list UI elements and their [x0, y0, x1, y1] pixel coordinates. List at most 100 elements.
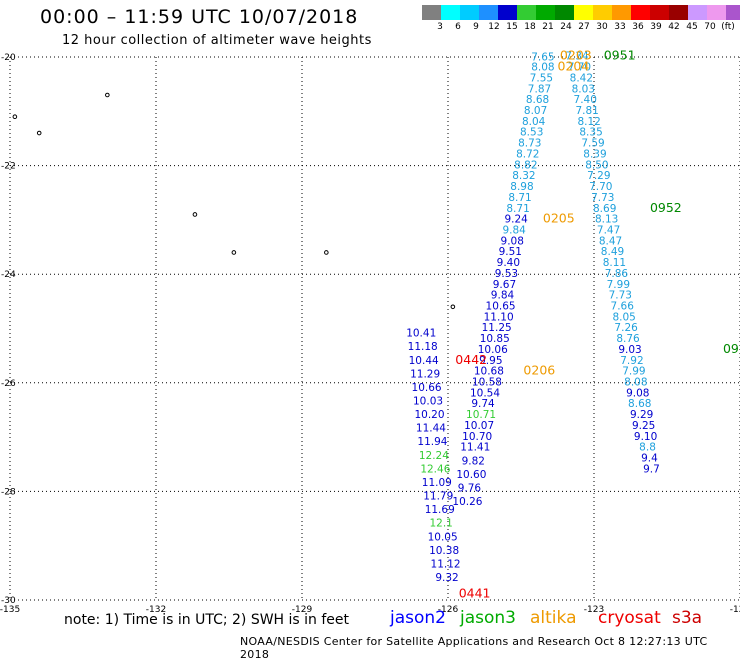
swh-value: 8.08 — [624, 377, 647, 389]
colorbar-cell — [498, 5, 517, 20]
lat-tick-label: -24 — [1, 270, 16, 280]
swh-value: 8.03 — [572, 83, 595, 95]
swh-value: 9.10 — [634, 431, 657, 443]
colorbar-label: 18 — [524, 22, 536, 32]
pass-time-label: 0442 — [455, 352, 487, 367]
swh-value: 7.70 — [589, 181, 612, 193]
swh-value: 8.71 — [506, 203, 529, 215]
swh-value: 8.68 — [628, 398, 651, 410]
island-marker — [450, 304, 456, 310]
swh-value: 10.60 — [456, 469, 486, 481]
swh-value: 7.92 — [620, 355, 643, 367]
colorbar-cell — [631, 5, 650, 20]
swh-value: 9.82 — [462, 455, 485, 467]
swh-value: 10.54 — [470, 387, 500, 399]
island-marker — [12, 114, 18, 120]
lat-tick-label: -20 — [1, 53, 16, 63]
swh-value: 7.65 — [531, 51, 554, 63]
swh-value: 7.66 — [611, 300, 635, 312]
swh-value: 11.41 — [460, 442, 490, 454]
pass-time-label: 0441 — [459, 585, 491, 600]
colorbar-label: 15 — [506, 22, 518, 32]
colorbar-label: 3 — [437, 22, 443, 32]
swh-value: 10.41 — [406, 328, 436, 340]
colorbar-label: (ft) — [721, 22, 735, 32]
pass-time-label: 0951 — [604, 48, 636, 63]
colorbar-cell — [574, 5, 593, 20]
swh-value: 7.87 — [528, 83, 551, 95]
lon-tick-label: -135 — [0, 605, 20, 615]
colorbar-cell — [612, 5, 631, 20]
swh-value: 11.10 — [484, 311, 514, 323]
swh-value: 7.73 — [609, 290, 632, 302]
swh-value: 9.4 — [641, 453, 658, 465]
swh-value: 8.50 — [585, 159, 608, 171]
colorbar-cell — [536, 5, 555, 20]
swh-value: 11.09 — [422, 477, 452, 489]
swh-value: 9.40 — [497, 257, 520, 269]
island-marker — [324, 250, 329, 255]
legend-jason3: jason3 — [460, 608, 516, 628]
swh-value: 8.07 — [524, 105, 547, 117]
swh-value: 9.84 — [491, 290, 515, 302]
swh-value: 11.29 — [410, 368, 440, 380]
page-title: 00:00 – 11:59 UTC 10/07/2018 — [40, 6, 359, 28]
swh-value: 7.26 — [614, 322, 638, 334]
colorbar-cell — [460, 5, 479, 20]
lon-tick-label: -129 — [292, 605, 313, 615]
colorbar-labels: 3 6 9 12 15 18 21 24 27 30 33 36 39 42 45 70 (ft) — [422, 22, 735, 34]
swh-value: 12.1 — [429, 518, 452, 530]
swh-value: 10.05 — [428, 531, 458, 543]
swh-value: 8.04 — [522, 116, 546, 128]
pass-time-label: 0952 — [650, 200, 682, 215]
pass-time-label: 0204 — [558, 59, 590, 74]
swh-value: 8.39 — [583, 148, 606, 160]
swh-value: 11.18 — [408, 341, 438, 353]
swh-value: 10.20 — [414, 409, 444, 421]
swh-value: 7.29 — [587, 170, 610, 182]
swh-value: 11.12 — [431, 558, 461, 570]
swh-value: 8.05 — [612, 311, 635, 323]
swh-value: 9.74 — [471, 398, 495, 410]
footer-note: note: 1) Time is in UTC; 2) SWH is in fe… — [64, 612, 350, 628]
swh-value: 9.53 — [495, 268, 518, 280]
lat-tick-label: -28 — [1, 487, 16, 497]
swh-value: 10.68 — [474, 366, 504, 378]
swh-value: 11.44 — [416, 423, 446, 435]
colorbar-label: 27 — [578, 22, 590, 32]
swh-value: 8.72 — [516, 148, 539, 160]
colorbar-cell — [593, 5, 612, 20]
colorbar-label: 70 — [704, 22, 716, 32]
legend-s3a: s3a — [672, 608, 703, 628]
swh-value: 9.08 — [501, 235, 524, 247]
colorbar-label: 30 — [596, 22, 608, 32]
legend-altika: altika — [530, 608, 577, 628]
swh-value: 7.47 — [597, 224, 620, 236]
swh-value: 10.03 — [413, 396, 443, 408]
swh-value: 10.26 — [452, 496, 482, 508]
swh-value: 8.82 — [514, 159, 537, 171]
swh-value: 8.47 — [599, 235, 622, 247]
colorbar-cell — [517, 5, 536, 20]
swh-value: 11.94 — [417, 436, 447, 448]
swh-value: 9.24 — [504, 214, 528, 226]
colorbar-cell — [555, 5, 574, 20]
island-marker — [231, 250, 237, 255]
swh-value: 7.81 — [575, 105, 598, 117]
swh-value: 7.99 — [622, 366, 645, 378]
colorbar-label: 24 — [560, 22, 572, 32]
swh-value: 10.07 — [464, 420, 494, 432]
lat-tick-label: -30 — [1, 596, 16, 606]
colorbar-label: 6 — [455, 22, 461, 32]
swh-value: 12.46 — [420, 463, 450, 475]
swh-value: 10.85 — [480, 333, 510, 345]
swh-value: 9.67 — [493, 279, 516, 291]
swh-value: 9.84 — [502, 224, 526, 236]
swh-value: 9.76 — [458, 482, 482, 494]
swh-value: 7.59 — [581, 138, 604, 150]
swh-value: 8.8 — [639, 442, 656, 454]
swh-value: 10.66 — [412, 382, 442, 394]
swh-value: 7.70 — [568, 62, 591, 74]
swh-value: 8.13 — [595, 214, 618, 226]
colorbar-label: 9 — [473, 22, 479, 32]
